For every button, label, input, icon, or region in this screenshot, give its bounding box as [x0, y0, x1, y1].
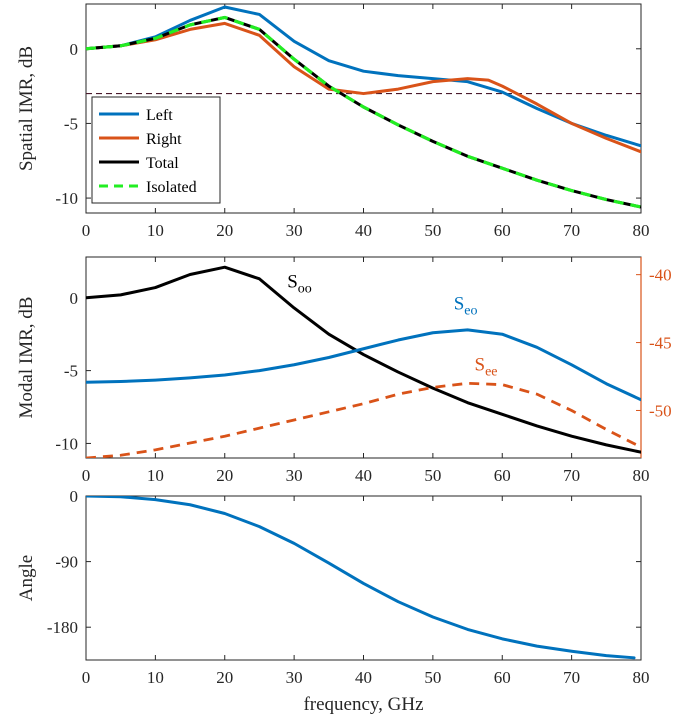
x-tick-label: 80 — [633, 668, 650, 687]
plot-area — [86, 496, 636, 660]
x-tick-label: 50 — [424, 466, 441, 485]
y-tick-label: -10 — [55, 189, 78, 208]
x-tick-label: 30 — [286, 668, 303, 687]
legend: Left Right Total Isolated — [91, 96, 221, 204]
x-tick-label: 30 — [286, 466, 303, 485]
series-isolated-line — [86, 15, 641, 209]
x-tick-label: 30 — [286, 221, 303, 240]
x-axis-label: frequency, GHz — [303, 694, 423, 715]
series-left-line — [86, 5, 641, 148]
x-tick-label: 0 — [82, 221, 91, 240]
x-tick-label: 10 — [147, 466, 164, 485]
y-tick-label: -5 — [64, 362, 78, 381]
y2-tick-label: -40 — [649, 266, 672, 285]
x-tick-label: 60 — [494, 221, 511, 240]
x-tick-label: 60 — [494, 668, 511, 687]
x-tick-label: 80 — [633, 466, 650, 485]
x-tick-label: 10 — [147, 221, 164, 240]
x-tick-label: 40 — [355, 668, 372, 687]
y2-tick-label: -50 — [649, 401, 672, 420]
annotation-soo: Soo — [287, 272, 312, 297]
x-tick-label: 0 — [82, 466, 91, 485]
x-tick-label: 50 — [424, 668, 441, 687]
plot-area — [86, 265, 641, 458]
legend-label-total: Total — [146, 155, 179, 172]
legend-label-right: Right — [146, 131, 182, 148]
plot-frame — [85, 495, 642, 661]
panel-3: 0 10 20 30 40 50 60 70 80 0 -90 -180 Angle frequency,… — [16, 487, 650, 715]
x-tick-label: 40 — [355, 466, 372, 485]
x-tick-label: 20 — [216, 466, 233, 485]
y2-tick-label: -45 — [649, 334, 672, 353]
y-axis-label: Angle — [16, 555, 37, 601]
panel-2: 0 10 20 30 40 50 60 70 80 0 -5 -10 -40 -45 -50 Modal IM… — [16, 256, 672, 485]
series-angle-line — [86, 496, 636, 660]
panel-1: 0 10 20 30 40 50 60 70 80 0 -5 -10 Spatial IMR, dB Le… — [16, 3, 650, 240]
annotation-see: See — [475, 355, 498, 380]
x-tick-label: 70 — [563, 668, 580, 687]
y-axis-label: Modal IMR, dB — [16, 297, 37, 419]
x-tick-label: 70 — [563, 221, 580, 240]
x-tick-label: 10 — [147, 668, 164, 687]
series-right-line — [86, 21, 641, 154]
series-seo-line — [86, 328, 641, 402]
series-soo-line — [86, 265, 641, 454]
y-tick-label: 0 — [70, 40, 79, 59]
y-tick-label: -5 — [64, 114, 78, 133]
y-tick-label: -90 — [55, 553, 78, 572]
x-tick-label: 20 — [216, 668, 233, 687]
x-tick-label: 60 — [494, 466, 511, 485]
y-tick-label: 0 — [70, 487, 79, 506]
x-tick-label: 0 — [82, 668, 91, 687]
x-tick-label: 70 — [563, 466, 580, 485]
legend-label-left: Left — [146, 107, 173, 124]
y-axis-label: Spatial IMR, dB — [16, 46, 37, 171]
x-tick-label: 80 — [633, 221, 650, 240]
plot-area — [86, 5, 641, 209]
y-tick-label: 0 — [70, 289, 79, 308]
series-see-line — [86, 381, 641, 458]
annotation-seo: Seo — [454, 293, 478, 318]
y-tick-label: -180 — [47, 618, 78, 637]
x-tick-label: 50 — [424, 221, 441, 240]
x-tick-label: 40 — [355, 221, 372, 240]
legend-label-isolated: Isolated — [146, 179, 197, 196]
y-tick-label: -10 — [55, 434, 78, 453]
x-tick-label: 20 — [216, 221, 233, 240]
